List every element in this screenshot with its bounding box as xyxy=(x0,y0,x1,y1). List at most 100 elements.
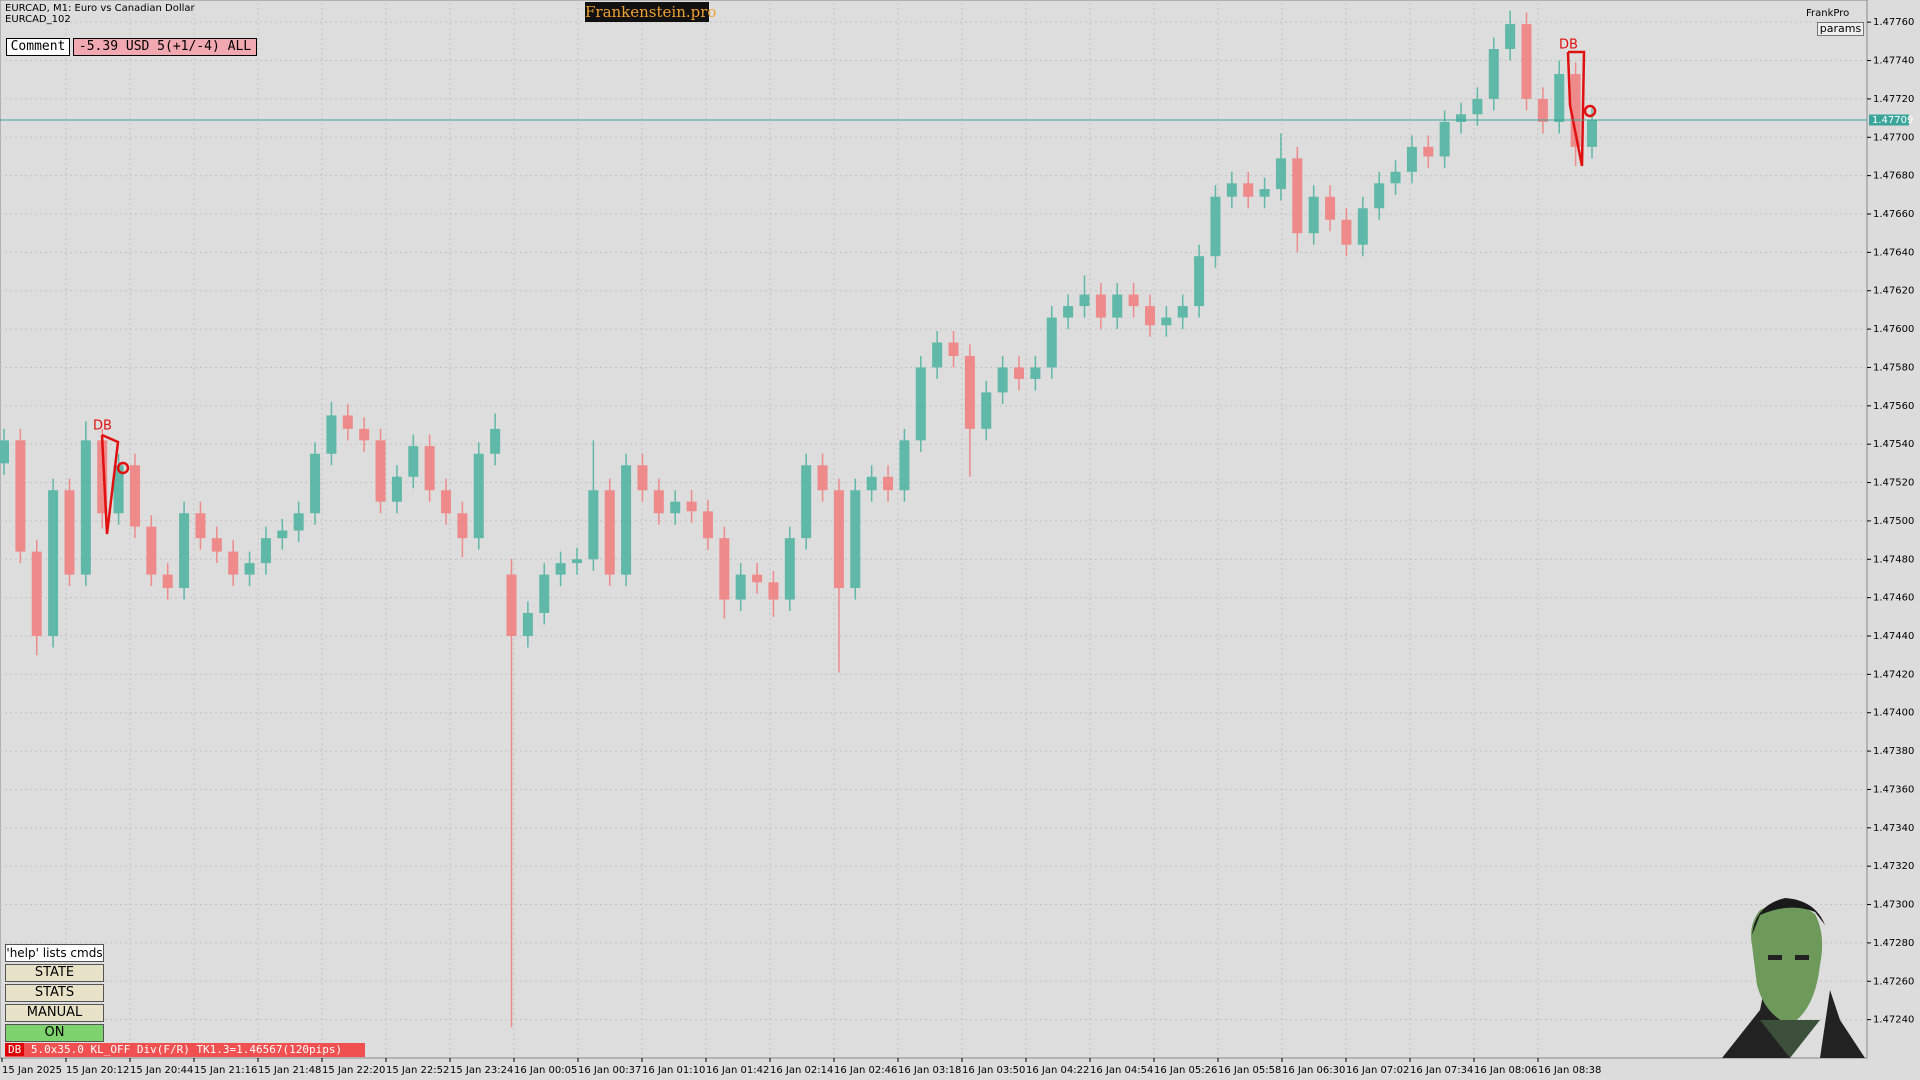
candle-body xyxy=(129,465,140,527)
candle-body xyxy=(326,415,337,454)
x-tick-label: 16 Jan 08:38 xyxy=(1538,1065,1601,1076)
candle-body xyxy=(473,453,484,539)
y-tick-label: 1.47720 xyxy=(1873,94,1914,105)
x-tick-label: 15 Jan 20:12 xyxy=(66,1065,129,1076)
candle-body xyxy=(1406,146,1417,172)
candle-body xyxy=(1472,98,1483,115)
x-tick-label: 16 Jan 05:26 xyxy=(1154,1065,1217,1076)
y-tick-label: 1.47420 xyxy=(1873,669,1914,680)
x-tick-label: 16 Jan 04:22 xyxy=(1026,1065,1089,1076)
candle-body xyxy=(211,538,222,552)
candle-body xyxy=(653,490,664,514)
manual-button[interactable]: MANUAL xyxy=(5,1004,104,1022)
candle-body xyxy=(97,440,108,514)
help-label: 'help' lists cmds xyxy=(5,944,104,962)
candle-body xyxy=(997,367,1008,393)
candle-body xyxy=(1292,158,1303,234)
x-tick-label: 16 Jan 00:37 xyxy=(578,1065,641,1076)
y-tick-label: 1.47560 xyxy=(1873,401,1914,412)
owner: FrankPro xyxy=(1806,8,1850,19)
candle-body xyxy=(588,490,599,560)
candle-body xyxy=(359,428,370,441)
candle-body xyxy=(244,563,255,575)
candle-body xyxy=(604,490,615,575)
candle-body xyxy=(899,440,910,491)
candle-body xyxy=(1063,306,1074,318)
candle-body xyxy=(948,342,959,356)
brand: Frankenstein.pro xyxy=(585,2,717,22)
db-marker xyxy=(1583,104,1597,118)
price-box xyxy=(1869,114,1909,126)
candle-body xyxy=(0,440,9,464)
candle-body xyxy=(735,574,746,600)
comment-label: Comment xyxy=(6,38,70,56)
candle-body xyxy=(539,574,550,613)
candle-body xyxy=(408,446,419,477)
candle-body xyxy=(1308,196,1319,234)
candle-body xyxy=(1275,158,1286,190)
candle-body xyxy=(850,490,861,589)
candle-body xyxy=(1456,114,1467,122)
candle-body xyxy=(555,563,566,575)
x-tick-label: 15 Jan 22:52 xyxy=(386,1065,449,1076)
candle-body xyxy=(1570,73,1581,147)
x-tick-label: 15 Jan 2025 xyxy=(2,1065,62,1076)
x-tick-label: 16 Jan 02:14 xyxy=(770,1065,833,1076)
candle-body xyxy=(1390,171,1401,184)
candle-body xyxy=(621,465,632,575)
db-shape xyxy=(1566,50,1586,167)
candle-body xyxy=(1554,73,1565,122)
candle-body xyxy=(260,538,271,564)
candle-body xyxy=(1079,294,1090,307)
db-shape xyxy=(100,433,120,535)
candle-body xyxy=(1030,367,1041,379)
candle-body xyxy=(1439,121,1450,157)
candle-body xyxy=(1325,196,1336,220)
x-tick-label: 15 Jan 23:24 xyxy=(450,1065,513,1076)
candle-body xyxy=(162,574,173,589)
x-tick-label: 16 Jan 01:42 xyxy=(706,1065,769,1076)
candle-body xyxy=(391,476,402,502)
candle-body xyxy=(1161,317,1172,326)
candle-body xyxy=(1112,294,1123,318)
db-drawing xyxy=(100,50,1597,535)
x-tick-label: 16 Jan 07:34 xyxy=(1410,1065,1473,1076)
candle-body xyxy=(375,440,386,502)
candle-body xyxy=(1243,183,1254,197)
candle-body xyxy=(883,476,894,491)
y-tick-label: 1.47380 xyxy=(1873,746,1914,757)
candle-body xyxy=(1488,49,1499,99)
candle-body xyxy=(179,513,190,589)
candle-body xyxy=(915,367,926,441)
candle-body xyxy=(964,355,975,429)
candle-body xyxy=(64,490,75,575)
params-button[interactable]: params xyxy=(1817,22,1864,36)
symbol: EURCAD, M1: Euro vs Canadian Dollar xyxy=(5,3,195,14)
candle-body xyxy=(670,501,681,514)
candle-body xyxy=(15,440,26,552)
candle-body xyxy=(1259,189,1270,197)
candle-body xyxy=(506,574,517,636)
y-tick-label: 1.47460 xyxy=(1873,593,1914,604)
candle-body xyxy=(1128,294,1139,307)
candle-body xyxy=(1587,120,1597,147)
candle-body xyxy=(752,574,763,583)
status-text: 5.0x35.0 KL_OFF Div(F/R) TK1.3=1.46567(1… xyxy=(30,1043,343,1056)
state-button[interactable]: STATE xyxy=(5,964,104,982)
on-button[interactable]: ON xyxy=(5,1024,104,1042)
candle-body xyxy=(293,513,304,531)
x-tick-label: 16 Jan 00:05 xyxy=(514,1065,577,1076)
plot-area xyxy=(0,0,1868,1059)
y-tick-label: 1.47600 xyxy=(1873,324,1914,335)
candle-body xyxy=(866,476,877,491)
stats-button[interactable]: STATS xyxy=(5,984,104,1002)
y-tick-label: 1.47360 xyxy=(1873,784,1914,795)
y-tick-label: 1.47340 xyxy=(1873,823,1914,834)
x-tick-label: 16 Jan 01:10 xyxy=(642,1065,705,1076)
candle-body xyxy=(441,490,452,514)
candle-body xyxy=(1144,306,1155,326)
candle-body xyxy=(1226,183,1237,197)
annotation: DB xyxy=(1559,38,1578,53)
